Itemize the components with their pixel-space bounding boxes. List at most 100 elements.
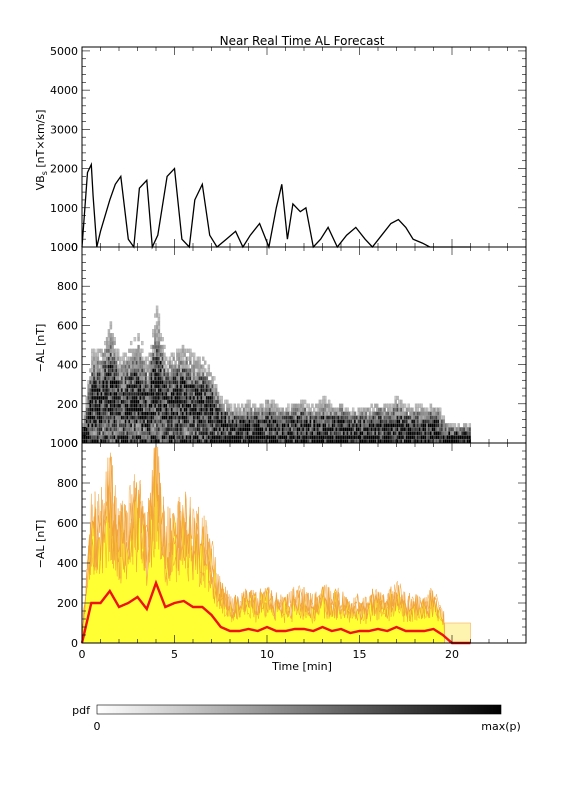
pdf-cell — [187, 364, 190, 369]
pdf-cell — [253, 403, 257, 408]
pdf-cell — [248, 403, 251, 408]
pdf-cell — [157, 325, 161, 330]
pdf-cell — [96, 356, 100, 361]
pdf-cell — [324, 399, 327, 404]
y-tick-label: 5000 — [50, 45, 78, 58]
pdf-cell — [220, 399, 223, 404]
pdf-cell — [442, 419, 446, 424]
pdf-cell — [124, 352, 127, 357]
y-tick-label: 400 — [57, 557, 78, 570]
pdf-cell — [364, 411, 368, 416]
pdf-cell — [329, 403, 333, 408]
pdf-cell — [189, 348, 192, 353]
pdf-cell — [222, 407, 225, 412]
pdf-cell — [174, 360, 177, 365]
pdf-cell — [372, 407, 375, 412]
y-tick-label: 400 — [57, 359, 78, 372]
pdf-cell — [220, 395, 223, 401]
pdf-cell — [307, 403, 311, 408]
pdf-cell — [117, 352, 120, 357]
pdf-cell — [383, 407, 386, 412]
pdf-cell — [205, 376, 209, 381]
pdf-cell — [166, 368, 170, 373]
pdf-cell — [309, 407, 312, 412]
y-tick-label: 200 — [57, 597, 78, 610]
pdf-cell — [266, 399, 270, 404]
pdf-cell — [457, 423, 460, 428]
pdf-cell — [240, 403, 244, 408]
y-axis-label-al-forecast: −AL [nT] — [34, 520, 47, 569]
pdf-cell — [403, 403, 407, 408]
pdf-cell — [407, 403, 410, 408]
figure-title: Near Real Time AL Forecast — [220, 34, 385, 48]
pdf-cell — [233, 403, 236, 408]
pdf-cell — [107, 329, 111, 334]
pdf-cell — [351, 407, 355, 412]
pdf-cell — [185, 360, 188, 365]
pdf-cell — [425, 407, 429, 412]
pdf-cell — [144, 372, 148, 377]
pdf-cell — [340, 407, 344, 412]
pdf-cell — [394, 399, 397, 404]
pdf-cell — [438, 411, 442, 416]
pdf-cell — [133, 337, 137, 342]
pdf-cell — [429, 403, 433, 408]
pdf-cell — [109, 321, 113, 326]
y-tick-label: 600 — [57, 517, 78, 530]
pdf-cell — [181, 356, 185, 361]
y-tick-label: 1000 — [50, 241, 78, 254]
pdf-cell — [411, 407, 414, 412]
pdf-cell — [442, 415, 446, 420]
x-tick-label: 20 — [445, 648, 459, 661]
pdf-cell — [181, 344, 185, 350]
pdf-cell — [468, 427, 472, 432]
pdf-cell — [303, 399, 307, 404]
pdf-cell — [202, 356, 205, 361]
pdf-cell — [370, 403, 373, 408]
pdf-cell — [141, 348, 144, 353]
pdf-cell — [155, 309, 159, 314]
y-tick-label: 1000 — [50, 437, 78, 450]
pdf-cell — [209, 372, 212, 377]
y-axis-label-main: VB — [34, 175, 47, 190]
pdf-cell — [141, 340, 144, 346]
pdf-cell — [261, 403, 264, 408]
pdf-cell — [276, 403, 279, 408]
pdf-cell — [198, 360, 201, 365]
pdf-cell — [137, 333, 140, 338]
pdf-cell — [207, 368, 211, 373]
pdf-cell — [157, 321, 161, 326]
pdf-cell — [203, 360, 207, 365]
pdf-cell — [222, 403, 225, 408]
y-tick-label: 0 — [71, 637, 78, 650]
x-tick-label: 0 — [79, 648, 86, 661]
pdf-cell — [163, 360, 166, 365]
pdf-cell — [416, 407, 420, 412]
y-tick-label: 800 — [57, 477, 78, 490]
y-axis-label-rest: [nT×km/s] — [34, 110, 47, 172]
pdf-cell — [146, 356, 150, 361]
forecast-range-band — [81, 446, 445, 644]
pdf-cell — [198, 356, 201, 361]
pdf-cell — [207, 364, 211, 369]
pdf-cell — [122, 356, 125, 361]
pdf-cell — [202, 372, 205, 377]
y-tick-label: 0 — [71, 437, 78, 450]
pdf-cell — [161, 348, 164, 353]
pdf-cell — [226, 399, 229, 404]
pdf-cell — [163, 344, 166, 350]
colorbar: pdf 0 max(p) — [72, 704, 521, 733]
pdf-cell — [215, 387, 218, 393]
pdf-cell — [464, 423, 468, 428]
pdf-cell — [213, 376, 216, 381]
pdf-cell — [117, 348, 120, 353]
pdf-cell — [92, 348, 96, 353]
median-series-line — [80, 579, 471, 645]
pdf-cell — [172, 352, 175, 357]
pdf-cell — [189, 356, 192, 361]
pdf-cell — [438, 407, 442, 412]
pdf-cell — [311, 403, 314, 408]
pdf-cell — [192, 356, 196, 361]
colorbar-min-label: 0 — [94, 720, 101, 733]
